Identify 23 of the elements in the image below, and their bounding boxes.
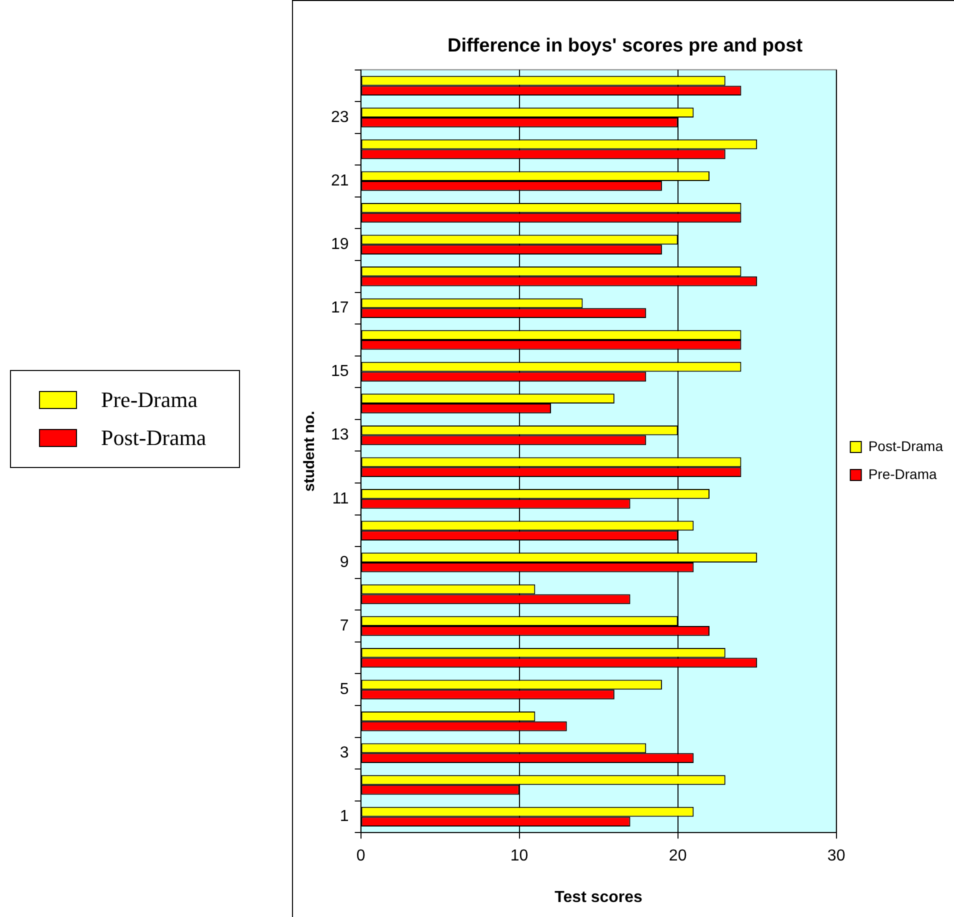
y-tick-label: 11: [332, 490, 349, 508]
x-axis-title: Test scores: [554, 888, 643, 906]
y-tick-label: 21: [331, 172, 349, 190]
legend-label: Post-Drama: [868, 438, 944, 454]
x-tick-label: 20: [668, 848, 687, 865]
y-axis-title: student no.: [301, 410, 318, 492]
y-tick-label: 3: [340, 744, 349, 762]
y-tick-label: 15: [331, 363, 349, 380]
text: Post-Drama: [101, 425, 206, 451]
x-tick-label: 0: [356, 848, 366, 865]
y-tick-label: 19: [331, 236, 349, 254]
y-tick-label: 23: [331, 108, 349, 126]
y-tick-label: 17: [331, 300, 349, 317]
text: Pre-Drama: [101, 387, 198, 413]
y-tick-label: 9: [340, 554, 349, 571]
y-tick-label: 13: [331, 426, 349, 444]
x-tick-label: 30: [827, 848, 846, 865]
y-tick-label: 7: [340, 617, 349, 634]
x-tick-label: 10: [510, 848, 528, 865]
chart-title: Difference in boys' scores pre and post: [447, 36, 804, 57]
y-tick-label: 1: [340, 808, 349, 826]
legend-label: Pre-Drama: [868, 466, 937, 482]
y-tick-label: 5: [340, 680, 349, 698]
